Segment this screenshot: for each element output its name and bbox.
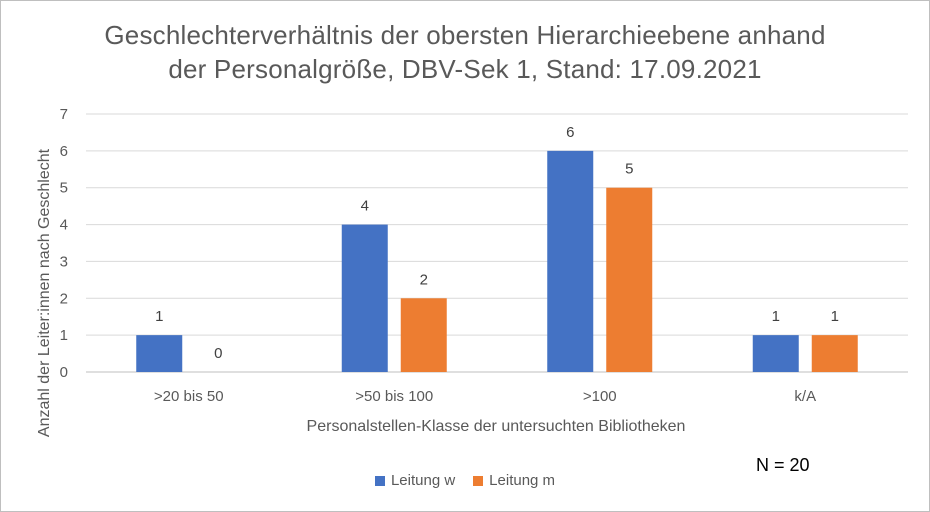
x-tick-label: >50 bis 100	[355, 388, 433, 405]
y-axis-ticks: 0 1 2 3 4 5 6 7	[60, 106, 68, 381]
bar-leitung-w	[752, 335, 799, 372]
x-axis-title: Personalstellen-Klasse der untersuchten …	[307, 418, 686, 435]
y-tick-label: 7	[60, 106, 68, 123]
legend-swatch-leitung-w	[374, 475, 385, 486]
data-label: 6	[566, 124, 574, 141]
y-tick-label: 3	[60, 253, 68, 270]
data-label: 1	[155, 308, 163, 325]
chart-title: Geschlechterverhältnis der obersten Hier…	[0, 18, 930, 86]
bars	[136, 150, 858, 372]
y-tick-label: 4	[60, 217, 68, 234]
data-label: 1	[831, 308, 839, 325]
data-label: 4	[361, 198, 369, 215]
legend-label-leitung-w: Leitung w	[390, 472, 456, 489]
bar-leitung-m	[400, 298, 447, 372]
bar-leitung-m	[606, 187, 653, 372]
data-label: 1	[772, 308, 780, 325]
legend-item-leitung-m: Leitung m	[473, 472, 555, 489]
bar-leitung-w	[136, 335, 183, 372]
data-label: 0	[214, 345, 222, 362]
gridlines	[86, 113, 908, 373]
x-tick-label: k/A	[794, 388, 816, 405]
y-tick-label: 1	[60, 327, 68, 344]
chart-title-line-1: Geschlechterverhältnis der obersten Hier…	[104, 20, 826, 50]
x-tick-label: >100	[583, 388, 617, 405]
legend: Leitung w Leitung m	[0, 472, 930, 489]
bar-leitung-w	[547, 150, 594, 372]
y-axis-title: Anzahl der Leiter:innen nach Geschlecht	[36, 148, 53, 437]
data-labels: 1 0 4 2 6 5 1 1	[155, 124, 839, 362]
data-label: 5	[625, 161, 633, 178]
bar-leitung-m	[811, 335, 858, 372]
y-tick-label: 6	[60, 143, 68, 160]
y-tick-label: 5	[60, 180, 68, 197]
legend-label-leitung-m: Leitung m	[489, 472, 556, 489]
x-axis-ticks: >20 bis 50 >50 bis 100 >100 k/A	[154, 388, 816, 405]
legend-swatch-leitung-m	[473, 475, 484, 486]
x-tick-label: >20 bis 50	[154, 388, 224, 405]
y-tick-label: 0	[60, 364, 68, 381]
y-tick-label: 2	[60, 290, 68, 307]
bar-leitung-w	[341, 224, 388, 372]
data-label: 2	[420, 271, 428, 288]
sample-size-annotation: N = 20	[756, 455, 810, 475]
chart-title-line-2: der Personalgröße, DBV-Sek 1, Stand: 17.…	[168, 54, 762, 84]
legend-item-leitung-w: Leitung w	[374, 472, 456, 489]
